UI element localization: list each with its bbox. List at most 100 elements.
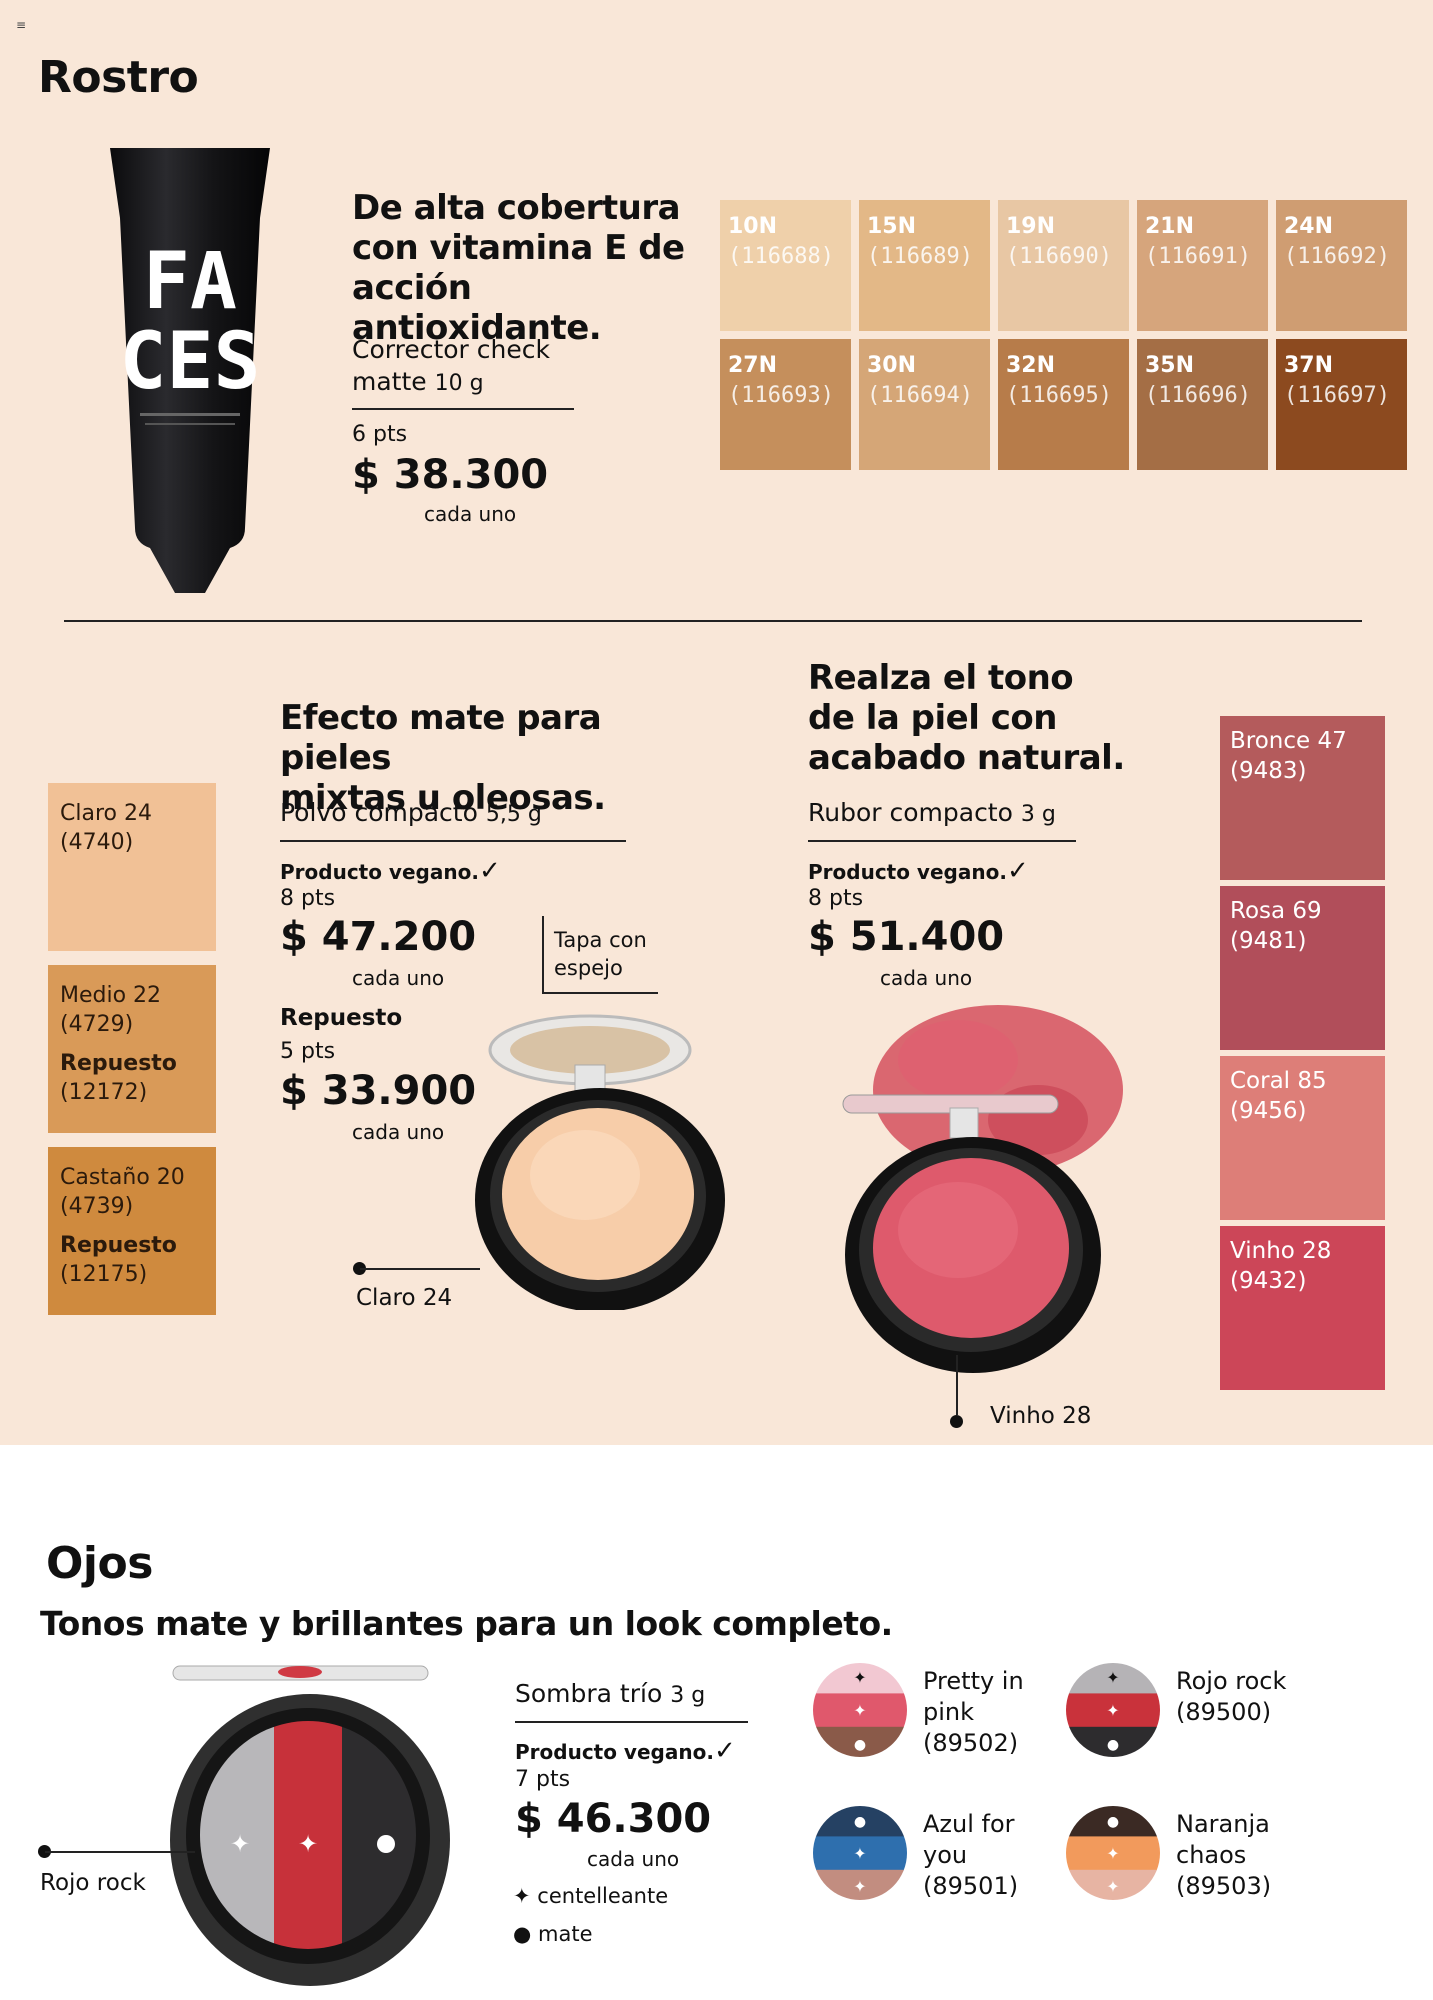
divider — [352, 408, 574, 410]
matte-dot-icon: ● — [854, 1737, 866, 1753]
matte-dot-icon: ● — [1107, 1737, 1119, 1753]
powder-vegan-label: Producto vegano.✓ — [280, 856, 501, 886]
powder-each: cada uno — [352, 966, 445, 990]
sparkle-icon: ✦ — [853, 1844, 866, 1863]
powder-shade-list: Claro 24 (4740) Medio 22 (4729) Repuesto (1… — [48, 783, 216, 1315]
powder-refill-each: cada uno — [352, 1120, 445, 1144]
sparkle-icon: ✦ — [1106, 1668, 1119, 1687]
tube-brand-text-2: CES — [120, 317, 261, 407]
corrector-each: cada uno — [424, 502, 517, 526]
section-title-eyes: Ojos — [46, 1538, 153, 1589]
sparkle-icon: ✦ — [853, 1877, 866, 1896]
shade-swatch[interactable]: 15N (116689) — [859, 200, 990, 331]
tube-brand-text-1: FA — [143, 237, 237, 327]
shade-swatch[interactable]: 32N (116695) — [998, 339, 1129, 470]
section-title-face: Rostro — [38, 52, 199, 103]
shade-swatch[interactable]: Claro 24 (4740) — [48, 783, 216, 951]
eyeshadow-compact-image: ✦ ✦ — [168, 1660, 458, 1990]
divider — [808, 840, 1076, 842]
powder-refill-label: Repuesto — [280, 1005, 403, 1031]
shade-swatch[interactable]: 10N (116688) — [720, 200, 851, 331]
eyes-headline: Tonos mate y brillantes para un look com… — [40, 1604, 893, 1643]
shade-swatch[interactable]: 21N (116691) — [1137, 200, 1268, 331]
section-divider — [64, 620, 1362, 622]
shade-swatch[interactable]: 27N (116693) — [720, 339, 851, 470]
sparkle-icon: ✦ — [1106, 1844, 1119, 1863]
callout-line — [45, 1851, 195, 1853]
shade-swatch[interactable]: 37N (116697) — [1276, 339, 1407, 470]
powder-headline: Efecto mate para pieles mixtas u oleosas… — [280, 698, 606, 818]
blush-vegan-label: Producto vegano.✓ — [808, 856, 1029, 886]
sparkle-icon: ✦ — [853, 1701, 866, 1720]
eyeshadow-vegan-label: Producto vegano.✓ — [515, 1736, 736, 1766]
svg-text:✦: ✦ — [298, 1830, 318, 1858]
legend-matte: ● mate — [513, 1922, 593, 1946]
matte-dot-icon: ● — [1107, 1814, 1119, 1830]
trio-option[interactable]: ✦ ✦ ● Pretty in pink (89502) — [810, 1660, 1060, 1780]
trio-option[interactable]: ● ✦ ✦ Azul for you (89501) — [810, 1803, 1060, 1923]
trio-color-band — [1066, 1693, 1160, 1728]
eyeshadow-product-name: Sombra trío 3 g — [515, 1679, 706, 1708]
trio-option[interactable]: ✦ ✦ ● Rojo rock (89500) — [1063, 1660, 1313, 1780]
corrector-product-name: Corrector check matte 10 g — [352, 335, 550, 396]
shade-swatch[interactable]: Medio 22 (4729) Repuesto (12172) — [48, 965, 216, 1133]
powder-compact-image — [470, 1010, 740, 1312]
powder-product-name: Polvo compacto 5,5 g — [280, 798, 542, 827]
trio-color-band — [813, 1693, 907, 1728]
trio-swatch-icon: ● ✦ ✦ — [1063, 1803, 1163, 1903]
corrector-headline: De alta cobertura con vitamina E de acci… — [352, 188, 685, 348]
callout-dot — [353, 1262, 366, 1275]
blush-points: 8 pts — [808, 886, 864, 911]
powder-refill-price: $ 33.900 — [280, 1068, 477, 1114]
shade-swatch[interactable]: Bronce 47 (9483) — [1220, 716, 1385, 880]
trio-swatch-icon: ✦ ✦ ● — [1063, 1660, 1163, 1760]
shade-swatch[interactable]: 19N (116690) — [998, 200, 1129, 331]
callout-line — [956, 1355, 958, 1415]
sparkle-icon: ✦ — [1106, 1701, 1119, 1720]
trio-swatch-icon: ● ✦ ✦ — [810, 1803, 910, 1903]
menu-icon[interactable]: ≡ — [16, 18, 27, 32]
trio-swatch-icon: ✦ ✦ ● — [810, 1660, 910, 1760]
sparkle-icon: ✦ — [1106, 1877, 1119, 1896]
powder-price: $ 47.200 — [280, 914, 477, 960]
shade-swatch[interactable]: 35N (116696) — [1137, 339, 1268, 470]
shade-swatch[interactable]: Vinho 28 (9432) — [1220, 1226, 1385, 1390]
eyeshadow-points: 7 pts — [515, 1767, 571, 1792]
sparkle-icon: ✦ — [853, 1668, 866, 1687]
dot-icon: ● — [513, 1922, 532, 1946]
powder-refill-points: 5 pts — [280, 1039, 336, 1064]
trio-color-band — [1066, 1836, 1160, 1871]
legend-glitter: ✦ centelleante — [513, 1884, 669, 1908]
callout-dot — [950, 1415, 963, 1428]
powder-points: 8 pts — [280, 886, 336, 911]
eyeshadow-each: cada uno — [587, 1847, 680, 1871]
blush-shade-callout: Vinho 28 — [990, 1403, 1092, 1429]
shade-swatch[interactable]: 24N (116692) — [1276, 200, 1407, 331]
vegan-leaf-icon: ✓ — [713, 1736, 736, 1766]
sparkle-icon: ✦ — [513, 1884, 531, 1908]
shade-swatch[interactable]: Coral 85 (9456) — [1220, 1056, 1385, 1220]
shade-swatch[interactable]: 30N (116694) — [859, 339, 990, 470]
callout-line — [542, 992, 658, 994]
mirror-callout: Tapa con espejo — [554, 928, 647, 980]
callout-line — [542, 916, 544, 994]
callout-line — [360, 1268, 480, 1270]
blush-shade-list: Bronce 47 (9483) Rosa 69 (9481) Coral 85 (9… — [1220, 716, 1385, 1390]
eyes-shade-callout: Rojo rock — [40, 1870, 146, 1896]
shade-swatch[interactable]: Rosa 69 (9481) — [1220, 886, 1385, 1050]
vegan-leaf-icon: ✓ — [1006, 856, 1029, 886]
blush-each: cada uno — [880, 966, 973, 990]
callout-dot — [38, 1845, 51, 1858]
trio-option[interactable]: ● ✦ ✦ Naranja chaos (89503) — [1063, 1803, 1313, 1923]
corrector-price: $ 38.300 — [352, 452, 549, 498]
eyeshadow-price: $ 46.300 — [515, 1796, 712, 1842]
blush-product-name: Rubor compacto 3 g — [808, 798, 1056, 827]
vegan-leaf-icon: ✓ — [478, 856, 501, 886]
shade-swatch[interactable]: Castaño 20 (4739) Repuesto (12175) — [48, 1147, 216, 1315]
eyeshadow-trio-list: ✦ ✦ ● Pretty in pink (89502) ✦ ✦ ● Rojo rock (8… — [810, 1660, 1330, 1920]
trio-color-band — [813, 1836, 907, 1871]
divider — [515, 1721, 748, 1723]
svg-text:✦: ✦ — [230, 1830, 250, 1858]
blush-price: $ 51.400 — [808, 914, 1005, 960]
powder-shade-callout: Claro 24 — [356, 1285, 453, 1311]
